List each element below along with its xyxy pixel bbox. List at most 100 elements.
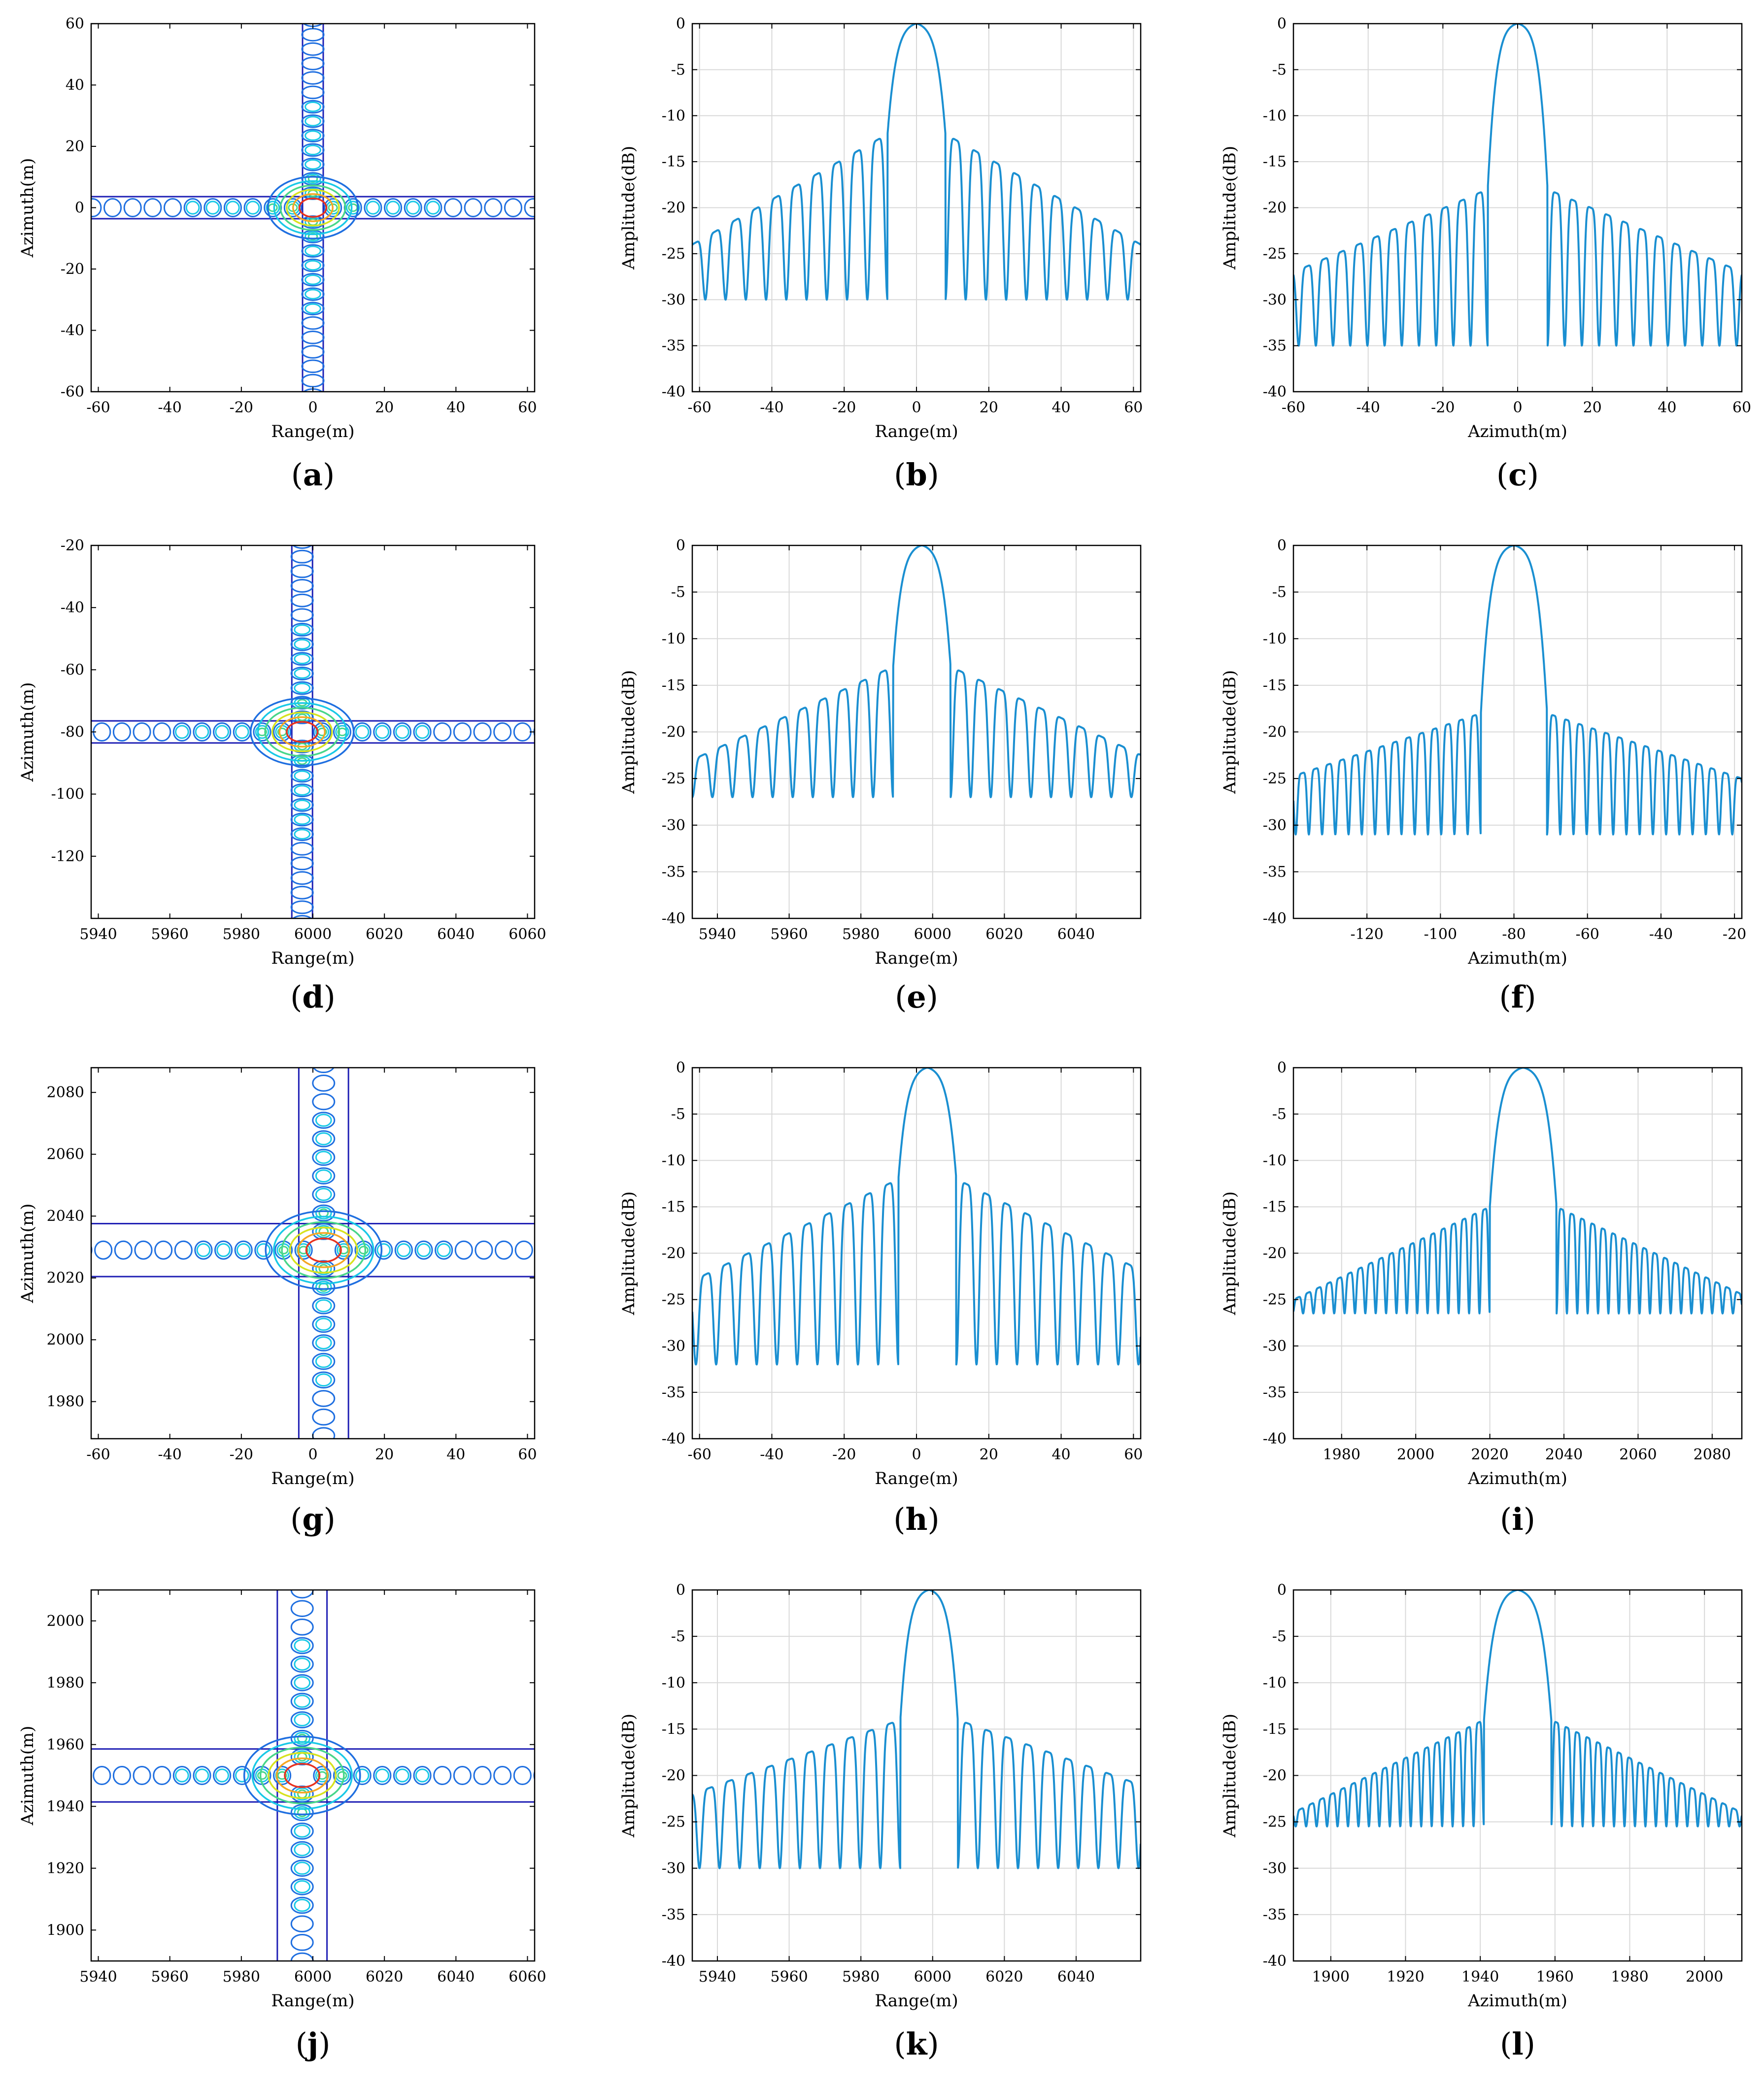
contour-sidelobe-range (353, 1766, 372, 1785)
y-axis-title: Amplitude(dB) (619, 670, 639, 794)
contour-sidelobe-azimuth (315, 1225, 332, 1238)
y-tick-label: -60 (61, 383, 84, 401)
y-axis-title: Amplitude(dB) (1220, 1191, 1240, 1316)
contour-sidelobe-range (415, 725, 430, 739)
y-tick-label: -15 (1263, 1721, 1287, 1738)
y-tick-label: -10 (1263, 1674, 1287, 1691)
contour-sidelobe-azimuth (290, 1618, 314, 1636)
contour-mainlobe-ring (259, 1746, 345, 1805)
contour-mainlobe-ring (278, 716, 326, 748)
plot-area (91, 545, 535, 918)
x-tick-label: 6040 (437, 1968, 475, 1986)
y-tick-label: 1980 (47, 1393, 84, 1411)
contour-sidelobe-range (435, 1240, 453, 1260)
y-tick-label: -25 (662, 770, 685, 787)
x-tick-label: 2000 (1397, 1446, 1434, 1463)
y-tick-label: -25 (662, 245, 685, 263)
contour-sidelobe-range (355, 725, 370, 739)
contour-sidelobe-range (395, 725, 409, 739)
contour-sidelobe-range (513, 722, 532, 742)
x-tick-label: 0 (308, 1446, 317, 1463)
panel-caption: (h) (893, 1501, 939, 1537)
contour-sidelobe-range (204, 198, 222, 217)
contour-sidelobe-azimuth (290, 900, 314, 914)
contour-sidelobe-azimuth (315, 1169, 332, 1182)
y-tick-label: -5 (1272, 584, 1287, 601)
contour-sidelobe-azimuth (315, 1150, 332, 1164)
y-axis-title: Azimuth(m) (18, 158, 37, 258)
contour-mainlobe-ring (243, 1735, 361, 1816)
y-tick-label: -10 (662, 107, 685, 125)
contour-sidelobe-azimuth (312, 1334, 336, 1351)
y-tick-label: -40 (1263, 1430, 1287, 1448)
y-tick-label: 1900 (47, 1922, 84, 1939)
y-tick-label: -15 (1263, 677, 1287, 694)
contour-sidelobe-range (103, 198, 122, 217)
y-tick-label: -120 (51, 848, 84, 865)
contour-sidelobe-azimuth (294, 1676, 311, 1689)
x-tick-label: -80 (1502, 926, 1526, 943)
contour-sidelobe-azimuth (312, 1371, 336, 1389)
contour-sidelobe-azimuth (312, 1279, 336, 1296)
contour-sidelobe-range (414, 1240, 433, 1260)
panel-caption: (k) (894, 2026, 939, 2062)
x-tick-label: 2020 (1471, 1446, 1508, 1463)
x-tick-label: 6040 (1057, 1968, 1095, 1986)
y-tick-label: -20 (1263, 200, 1287, 217)
y-tick-label: 1920 (47, 1860, 84, 1877)
series-line-b (692, 24, 1141, 301)
contour-envelope-v (302, 24, 324, 392)
y-axis-title: Azimuth(m) (18, 682, 37, 782)
contour-sidelobe-range (195, 1768, 209, 1783)
contour-sidelobe-range (433, 722, 452, 742)
contour-sidelobe-range (112, 1766, 131, 1785)
contour-sidelobe-azimuth (290, 1952, 314, 1961)
x-axis-title: Range(m) (875, 1469, 958, 1488)
contour-sidelobe-range (339, 1246, 349, 1254)
plot-area (692, 1590, 1141, 1869)
contour-sidelobe-range (114, 1240, 133, 1260)
contour-sidelobe-range (226, 201, 240, 215)
y-tick-label: -5 (1272, 1106, 1287, 1123)
contour-sidelobe-range (313, 722, 332, 742)
y-tick-label: 1960 (47, 1736, 84, 1754)
contour-sidelobe-azimuth (312, 1260, 336, 1278)
contour-sidelobe-range (235, 1768, 249, 1783)
contour-sidelobe-range (73, 1767, 90, 1785)
contour-sidelobe-azimuth (318, 1283, 329, 1292)
x-axis-title: Range(m) (271, 1469, 354, 1488)
x-tick-label: 1960 (1536, 1968, 1574, 1986)
y-axis-title: Azimuth(m) (18, 1204, 37, 1304)
contour-sidelobe-range (404, 198, 422, 217)
y-tick-label: -30 (662, 1860, 685, 1877)
chart-a: -60 -40 -20 0 20 40 60 -60 -40 -20 0 20 40 60 Range(m)… (18, 15, 537, 493)
y-tick-label: -25 (1263, 770, 1287, 787)
contour-sidelobe-range (254, 1240, 273, 1260)
x-tick-label: -60 (688, 399, 712, 416)
contour-sidelobe-azimuth (305, 289, 321, 300)
contour-sidelobe-range (333, 722, 352, 742)
x-tick-label: 5980 (223, 926, 260, 943)
contour-sidelobe-azimuth (290, 740, 314, 754)
x-tick-label: 60 (518, 1446, 537, 1463)
contour-sidelobe-azimuth (290, 710, 314, 724)
contour-sidelobe-range (91, 198, 102, 217)
contour-sidelobe-azimuth (305, 173, 321, 184)
series-line-i (1293, 1068, 1742, 1315)
y-tick-label: -35 (1263, 1384, 1287, 1401)
contour-sidelobe-azimuth (315, 1373, 332, 1387)
contour-envelope-v (291, 545, 313, 918)
contour-sidelobe-range (533, 727, 535, 737)
plot-area (692, 1068, 1141, 1366)
y-tick-label: -10 (662, 1152, 685, 1169)
x-tick-label: -40 (1649, 926, 1673, 943)
contour-sidelobe-range (253, 722, 271, 742)
x-axis-title: Range(m) (875, 422, 958, 441)
contour-sidelobe-azimuth (312, 1130, 336, 1148)
contour-sidelobe-azimuth (312, 1093, 336, 1111)
contour-sidelobe-range (335, 725, 349, 739)
plot-area (1293, 545, 1742, 836)
series-line-f (1293, 545, 1742, 836)
y-tick-label: -40 (662, 1953, 685, 1970)
contour-sidelobe-azimuth (294, 639, 311, 650)
